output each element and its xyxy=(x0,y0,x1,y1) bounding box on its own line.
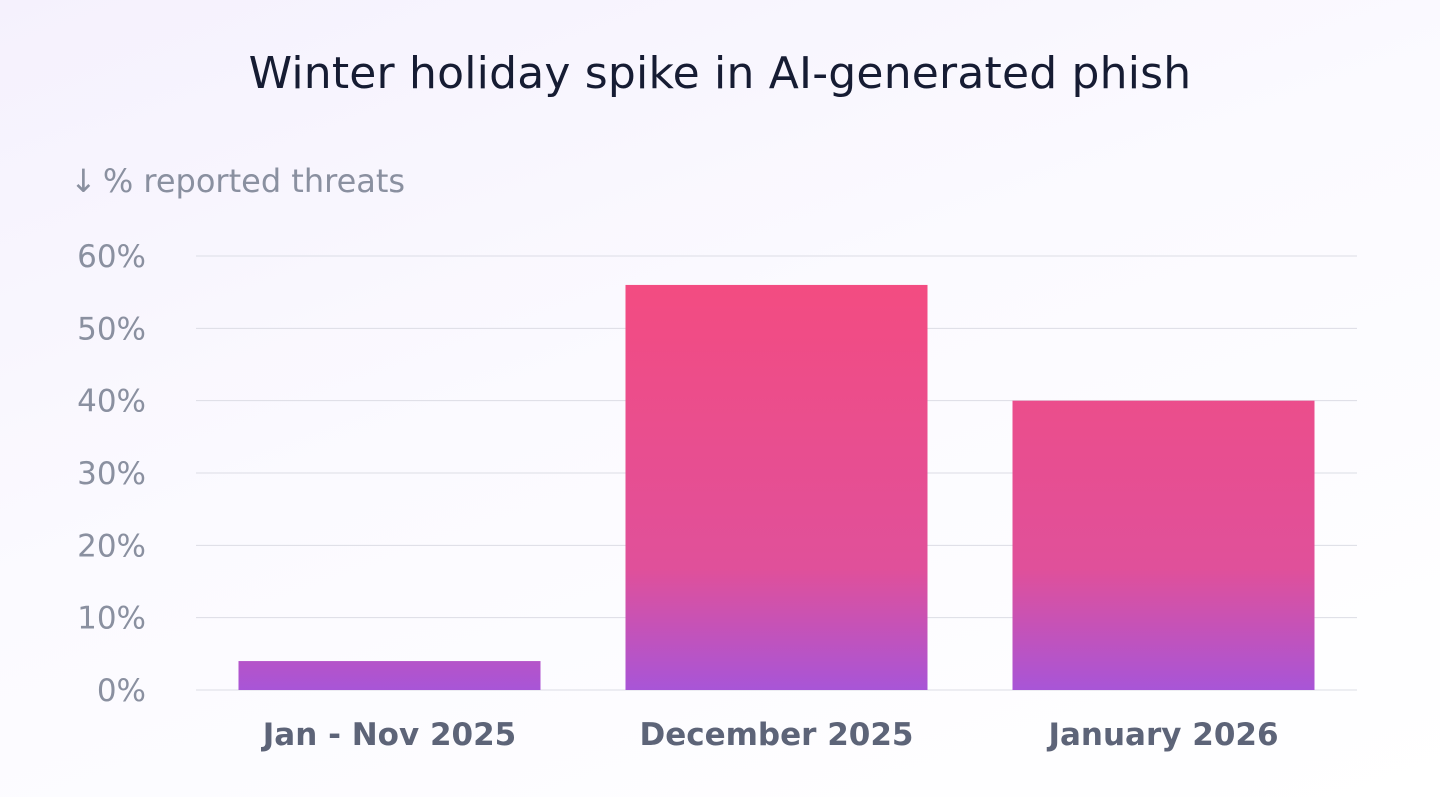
y-axis-label-text: % reported threats xyxy=(102,162,406,200)
x-tick-label: December 2025 xyxy=(639,717,913,753)
y-axis-ticks: 0% 10% 20% 30% 40% 50% 60% xyxy=(77,239,146,709)
y-tick-label: 30% xyxy=(77,456,146,492)
y-tick-label: 10% xyxy=(77,601,146,637)
x-axis-ticks: Jan - Nov 2025 December 2025 January 2026 xyxy=(261,717,1279,753)
y-tick-label: 20% xyxy=(77,528,146,564)
bar xyxy=(625,284,928,690)
arrow-down-icon: ↓ xyxy=(70,162,97,200)
chart-title: Winter holiday spike in AI-generated phi… xyxy=(248,48,1192,99)
y-tick-label: 60% xyxy=(77,239,146,275)
bars xyxy=(238,284,1315,690)
y-axis-label: ↓% reported threats xyxy=(70,162,405,200)
y-tick-label: 0% xyxy=(97,673,146,709)
bar xyxy=(238,661,541,690)
bar xyxy=(1012,400,1315,690)
y-tick-label: 40% xyxy=(77,384,146,420)
x-tick-label: Jan - Nov 2025 xyxy=(261,717,517,753)
x-tick-label: January 2026 xyxy=(1046,717,1278,753)
y-tick-label: 50% xyxy=(77,311,146,347)
